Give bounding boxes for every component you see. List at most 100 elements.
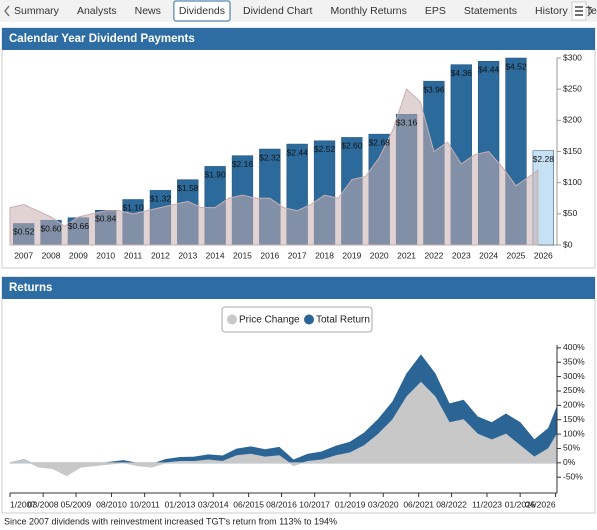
value-label: $2.44 <box>287 147 309 157</box>
y2-tick-label: $100 <box>563 177 582 187</box>
tab-bar <box>0 0 597 22</box>
x-tick-label: 04/2026 <box>525 499 556 509</box>
value-label: $2.28 <box>533 154 555 164</box>
legend-label[interactable]: Price Change <box>239 315 300 326</box>
x-tick-label: 2018 <box>315 250 334 260</box>
value-label: $0.60 <box>40 223 62 233</box>
tab[interactable]: Monthly Returns <box>330 5 406 17</box>
x-tick-label: 2017 <box>288 250 307 260</box>
panel-header <box>2 277 595 299</box>
x-tick-label: 05/2009 <box>61 499 92 509</box>
value-label: $0.66 <box>68 221 90 231</box>
x-tick-label: 2012 <box>151 250 170 260</box>
value-label: $2.16 <box>232 159 254 169</box>
y-tick-label: 300% <box>563 371 585 381</box>
x-tick-label: 2023 <box>452 250 471 260</box>
x-tick-label: 06/2021 <box>403 499 434 509</box>
x-tick-label: 2021 <box>397 250 416 260</box>
y-tick-label: -50% <box>563 471 583 481</box>
tab[interactable]: History <box>535 5 568 17</box>
x-tick-label: 2010 <box>96 250 115 260</box>
tab[interactable]: Dividend Chart <box>243 5 313 17</box>
x-tick-label: 03/2008 <box>28 499 59 509</box>
x-tick-label: 2013 <box>178 250 197 260</box>
value-label: $0.52 <box>13 227 35 237</box>
x-tick-label: 01/2025 <box>505 499 536 509</box>
x-tick-label: 01/2019 <box>335 499 366 509</box>
tab[interactable]: Statements <box>464 5 517 17</box>
panel-header <box>2 28 595 50</box>
tab[interactable]: News <box>135 5 161 17</box>
x-tick-label: 03/2020 <box>368 499 399 509</box>
x-tick-label: 2026 <box>534 250 553 260</box>
x-tick-label: 2025 <box>507 250 526 260</box>
x-tick-label: 2007 <box>14 250 33 260</box>
x-tick-label: 2014 <box>206 250 225 260</box>
y-tick-label: 50% <box>563 443 580 453</box>
value-label: $4.44 <box>478 65 500 75</box>
y-tick-label: 200% <box>563 400 585 410</box>
value-label: $3.96 <box>423 84 445 94</box>
tabs: Summary Analysts News Dividends Dividend Cha… <box>14 0 597 22</box>
y2-tick-label: $200 <box>563 115 582 125</box>
y-tick-label: 0% <box>563 457 576 467</box>
x-tick-label: 1/2007 <box>10 499 36 509</box>
x-tick-label: 2016 <box>260 250 279 260</box>
legend <box>221 306 373 333</box>
price-area <box>9 88 539 246</box>
x-tick-label: 11/2023 <box>472 499 502 509</box>
y-tick-label: 100% <box>563 428 585 438</box>
x-tick-label: 2019 <box>342 250 361 260</box>
y-tick-label: 400% <box>563 342 585 352</box>
y2-tick-label: $250 <box>563 83 582 93</box>
value-label: $2.52 <box>314 144 336 154</box>
y-tick-label: 150% <box>563 414 585 424</box>
tab[interactable]: Analysts <box>77 5 117 17</box>
scroll-right[interactable] <box>587 5 593 17</box>
x-tick-label: 2011 <box>124 250 143 260</box>
x-tick-label: 2015 <box>233 250 252 260</box>
value-label: $1.32 <box>150 194 172 204</box>
value-label: $4.52 <box>505 61 527 71</box>
tab[interactable]: Dividends <box>179 5 225 17</box>
x-tick-label: 10/2017 <box>299 499 330 509</box>
tab[interactable]: EPS <box>425 5 446 17</box>
x-tick-label: 03/2014 <box>198 499 229 509</box>
x-tick-label: 2020 <box>370 250 389 260</box>
tab-bg <box>173 0 231 22</box>
value-label: $1.58 <box>177 183 199 193</box>
tab[interactable]: Technicals <box>586 5 597 17</box>
y2-tick-label: $300 <box>563 52 582 62</box>
x-tick-label: 08/2022 <box>436 499 467 509</box>
x-tick-label: 08/2010 <box>96 499 127 509</box>
value-label: $3.16 <box>396 118 418 128</box>
legend-swatch <box>227 314 237 325</box>
value-label: $4.36 <box>451 68 473 78</box>
scroll-left[interactable] <box>4 5 10 17</box>
value-label: $1.90 <box>204 170 226 180</box>
x-tick-label: 08/2016 <box>266 499 297 509</box>
x-tick-label: 01/2013 <box>165 499 196 509</box>
return-area <box>9 381 558 477</box>
value-label: $0.84 <box>95 213 117 223</box>
value-label: $1.10 <box>122 203 144 213</box>
value-label: $2.68 <box>369 137 391 147</box>
footnote: Since 2007 dividends with reinvestment i… <box>4 516 337 526</box>
x-tick-label: 2008 <box>42 250 61 260</box>
legend-label[interactable]: Total Return <box>316 315 370 326</box>
x-tick-label: 2022 <box>424 250 443 260</box>
x-tick-label: 10/2011 <box>130 499 160 509</box>
panel-title: Returns <box>9 282 52 294</box>
panel-title: Calendar Year Dividend Payments <box>9 33 195 45</box>
y2-tick-label: $150 <box>563 146 582 156</box>
y2-tick-label: $0 <box>563 239 573 249</box>
menu-icon[interactable] <box>571 1 587 21</box>
x-tick-label: 2009 <box>69 250 88 260</box>
y2-tick-label: $50 <box>563 208 577 218</box>
tab[interactable]: Summary <box>14 5 60 17</box>
x-tick-label: 06/2015 <box>233 499 264 509</box>
value-label: $2.60 <box>341 141 363 151</box>
y-tick-label: 350% <box>563 356 585 366</box>
